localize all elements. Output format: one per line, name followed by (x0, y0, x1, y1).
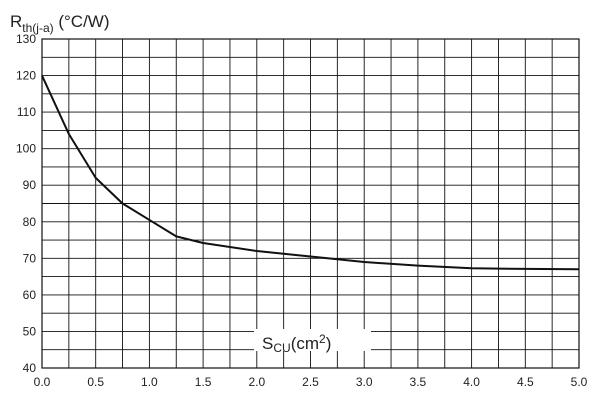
x-tick-label: 4.5 (517, 375, 534, 389)
y-tick-label: 110 (17, 105, 36, 119)
x-axis-title-background (254, 329, 371, 351)
y-axis-ticks: 40 50 60 70 80 90 100 110 120 130 (16, 32, 36, 375)
x-tick-label: 1.5 (195, 375, 212, 389)
series (41, 75, 580, 271)
x-axis-title: SCU(cm2) (262, 332, 331, 355)
y-tick-label: 100 (16, 142, 36, 156)
y-axis-title: Rth(j-a) (°C/W) (10, 12, 110, 35)
x-axis-ticks: 0.0 0.5 1.0 1.5 2.0 2.5 3.0 3.5 4.0 4.5 5.0 (34, 375, 588, 389)
x-axis-title-main: S (262, 334, 273, 353)
x-tick-label: 2.5 (302, 375, 319, 389)
x-axis-title-sub: CU (273, 341, 290, 355)
x-tick-label: 5.0 (571, 375, 588, 389)
y-tick-label: 40 (23, 361, 37, 375)
y-tick-label: 90 (23, 178, 37, 192)
y-tick-label: 60 (23, 288, 37, 302)
grid (41, 38, 580, 369)
y-axis-title-sub: th(j-a) (22, 21, 53, 35)
y-tick-label: 120 (16, 69, 36, 83)
y-tick-label: 50 (23, 324, 37, 338)
x-tick-label: 3.0 (356, 375, 373, 389)
y-axis-title-main: R (10, 12, 22, 31)
y-tick-label: 70 (23, 251, 37, 265)
x-tick-label: 0.0 (34, 375, 51, 389)
series-line (41, 75, 580, 271)
x-axis-title-close: ) (326, 334, 332, 353)
x-tick-label: 1.0 (141, 375, 158, 389)
x-tick-label: 3.5 (410, 375, 427, 389)
y-tick-label: 80 (23, 215, 37, 229)
y-tick-label: 130 (16, 32, 36, 46)
x-tick-label: 2.0 (248, 375, 265, 389)
x-tick-label: 0.5 (87, 375, 104, 389)
x-axis-title-sup: 2 (319, 332, 326, 346)
plot-frame (41, 38, 580, 369)
x-tick-label: 4.0 (463, 375, 480, 389)
y-axis-title-unit: (°C/W) (54, 12, 110, 31)
x-axis-title-unit: (cm (291, 334, 319, 353)
